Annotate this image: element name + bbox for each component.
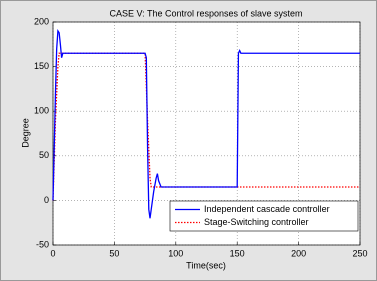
chart-title: CASE V: The Control responses of slave s… bbox=[109, 8, 302, 18]
y-tick-label: -50 bbox=[36, 239, 49, 249]
legend-label: Independent cascade controller bbox=[204, 204, 330, 214]
y-axis-label: Degree bbox=[20, 118, 30, 148]
y-tick-label: 0 bbox=[44, 195, 49, 205]
axes-box bbox=[52, 21, 361, 246]
y-tick-label: 150 bbox=[34, 61, 49, 71]
legend-label: Stage-Switching controller bbox=[204, 217, 309, 227]
x-tick-label: 200 bbox=[291, 248, 306, 258]
x-axis-label: Time(sec) bbox=[186, 260, 226, 270]
y-tick-label: 200 bbox=[34, 16, 49, 26]
series-line bbox=[52, 52, 360, 201]
x-tick-label: 250 bbox=[352, 248, 367, 258]
y-tick-label: 100 bbox=[34, 106, 49, 116]
x-tick-label: 100 bbox=[168, 248, 183, 258]
series-line bbox=[52, 29, 360, 219]
x-tick-label: 0 bbox=[50, 248, 55, 258]
x-tick-label: 150 bbox=[230, 248, 245, 258]
x-tick-label: 50 bbox=[109, 248, 119, 258]
legend-box bbox=[169, 200, 359, 232]
y-tick-label: 50 bbox=[39, 150, 49, 160]
